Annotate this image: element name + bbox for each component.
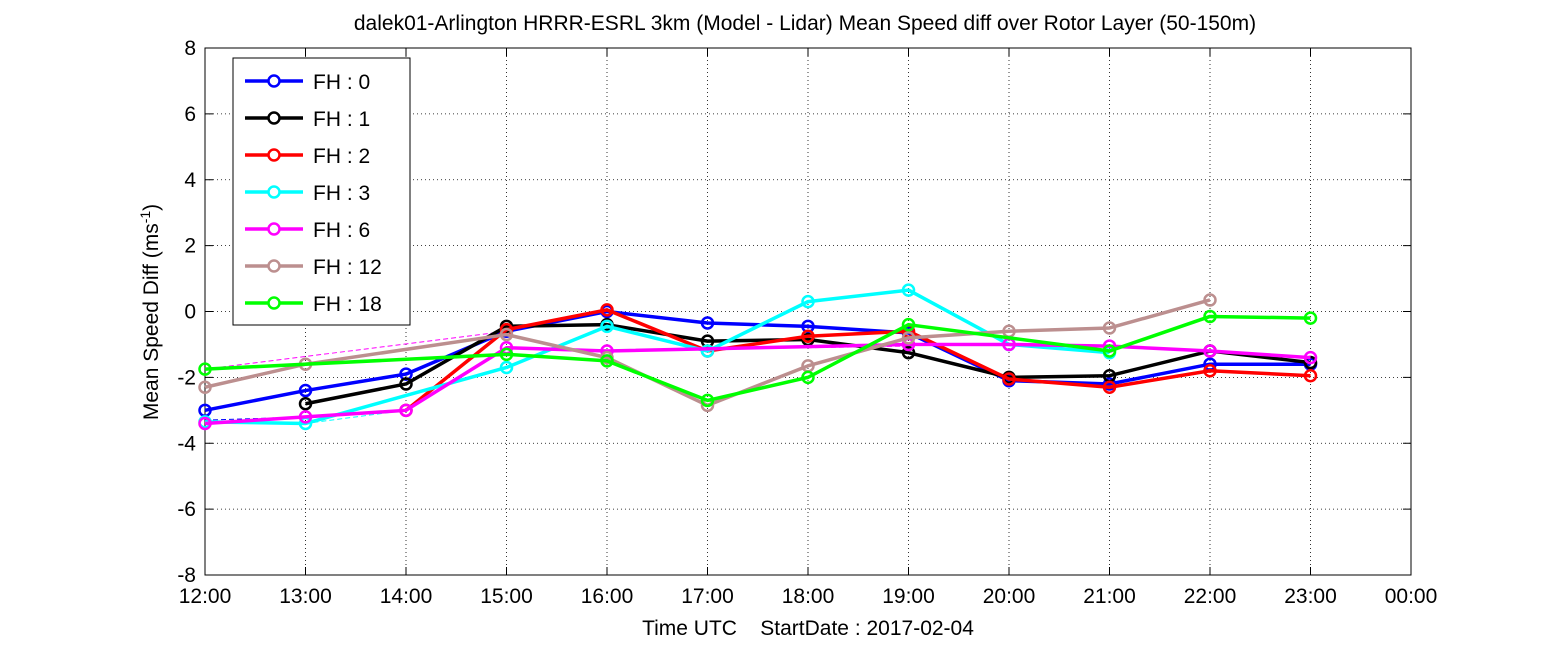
legend-item: FH : 2: [245, 145, 370, 168]
data-point: [801, 294, 815, 309]
legend-label: FH : 0: [313, 71, 370, 94]
y-axis-label: Mean Speed Diff (ms-1): [137, 204, 163, 420]
legend-label: FH : 12: [313, 256, 382, 279]
axis-ticks: 12:00 13:00 14:00 15:00 16:00 17:00 18:00 19:00…: [177, 37, 1437, 608]
y-tick-label: 0: [184, 301, 196, 324]
data-point: [1102, 380, 1117, 395]
x-tick-label: 20:00: [983, 585, 1036, 608]
legend-item: FH : 6: [245, 219, 370, 242]
data-point: [198, 362, 212, 376]
legend-label: FH : 3: [313, 182, 370, 205]
data-point: [399, 403, 413, 418]
data-point: [1203, 344, 1217, 358]
series-path: [204, 342, 1311, 426]
data-point: [700, 316, 715, 330]
x-tick-label: 12:00: [179, 585, 232, 608]
y-axis-label-sup: -1: [137, 211, 153, 224]
series-path: [404, 308, 1311, 412]
data-point: [1203, 364, 1217, 378]
legend-item: FH : 12: [245, 256, 382, 279]
chart-title: dalek01-Arlington HRRR-ESRL 3km (Model -…: [354, 12, 1256, 35]
data-point: [298, 410, 313, 424]
data-point: [901, 283, 916, 297]
data-point: [801, 370, 815, 385]
data-point: [198, 416, 212, 431]
legend-swatch-marker: [267, 222, 281, 236]
data-point: [901, 331, 916, 345]
data-point: [1303, 311, 1318, 325]
x-tick-label: 16:00: [581, 585, 634, 608]
data-point: [600, 319, 614, 334]
y-tick-label: 4: [184, 169, 196, 192]
y-axis-label-main: Mean Speed Diff (ms: [140, 223, 163, 420]
legend-item: FH : 0: [245, 71, 370, 94]
y-tick-label: -4: [177, 432, 196, 455]
data-point: [399, 377, 413, 391]
legend-item: FH : 1: [245, 108, 370, 131]
legend-label: FH : 2: [313, 145, 370, 168]
data-point: [801, 329, 815, 343]
series-line: [198, 283, 1117, 431]
data-point: [1203, 309, 1217, 324]
legend-item: FH : 18: [245, 293, 382, 316]
x-tick-label: 18:00: [782, 585, 835, 608]
y-axis-label-close: ): [140, 204, 163, 211]
legend-swatch-marker: [267, 296, 281, 310]
series-path: [204, 288, 1110, 426]
data-point: [1203, 293, 1217, 307]
series-line: [198, 309, 1318, 408]
legend-swatch-marker: [267, 185, 281, 199]
data-point: [298, 383, 313, 398]
y-tick-label: 2: [184, 235, 196, 258]
y-tick-label: 8: [184, 37, 196, 60]
data-point: [600, 354, 614, 368]
legend-swatch-marker: [267, 259, 281, 273]
x-tick-label: 15:00: [480, 585, 533, 608]
data-point: [1303, 350, 1318, 365]
x-tick-label: 21:00: [1083, 585, 1136, 608]
data-point: [499, 327, 514, 342]
legend-swatch-marker: [267, 148, 281, 162]
dashed-connector: [204, 330, 507, 370]
series-path: [204, 314, 1311, 403]
data-point: [901, 317, 916, 332]
data-point: [1303, 368, 1318, 383]
data-point: [1102, 321, 1117, 335]
y-tick-label: -6: [177, 498, 196, 521]
x-axis-label: Time UTC StartDate : 2017-02-04: [642, 617, 974, 640]
data-point: [1102, 344, 1117, 358]
legend-label: FH : 1: [313, 108, 370, 131]
legend: FH : 0 FH : 1 FH : 2 FH : 3 FH : 6 FH : 12 FH …: [232, 57, 411, 326]
series-path: [204, 298, 1211, 408]
data-point: [700, 344, 715, 358]
data-point: [298, 396, 313, 411]
legend-item: FH : 3: [245, 182, 370, 205]
data-point: [1002, 372, 1016, 386]
x-tick-label: 00:00: [1385, 585, 1438, 608]
data-point: [499, 347, 514, 362]
legend-label: FH : 6: [313, 219, 370, 242]
legend-label: FH : 18: [313, 293, 382, 316]
x-tick-label: 17:00: [681, 585, 734, 608]
x-tick-label: 19:00: [882, 585, 935, 608]
data-point: [198, 380, 212, 395]
legend-swatch-marker: [267, 74, 281, 88]
data-point: [499, 360, 514, 375]
y-tick-label: -8: [177, 564, 196, 587]
y-tick-label: -2: [177, 366, 196, 389]
x-tick-label: 13:00: [279, 585, 332, 608]
series-group: [198, 283, 1318, 431]
y-tick-label: 6: [184, 103, 196, 126]
x-tick-label: 23:00: [1284, 585, 1337, 608]
series-path: [305, 322, 1311, 406]
x-tick-label: 22:00: [1184, 585, 1237, 608]
data-point: [600, 303, 614, 317]
x-tick-label: 14:00: [380, 585, 433, 608]
legend-swatch-marker: [267, 111, 281, 125]
data-point: [700, 393, 715, 408]
data-point: [901, 345, 916, 360]
